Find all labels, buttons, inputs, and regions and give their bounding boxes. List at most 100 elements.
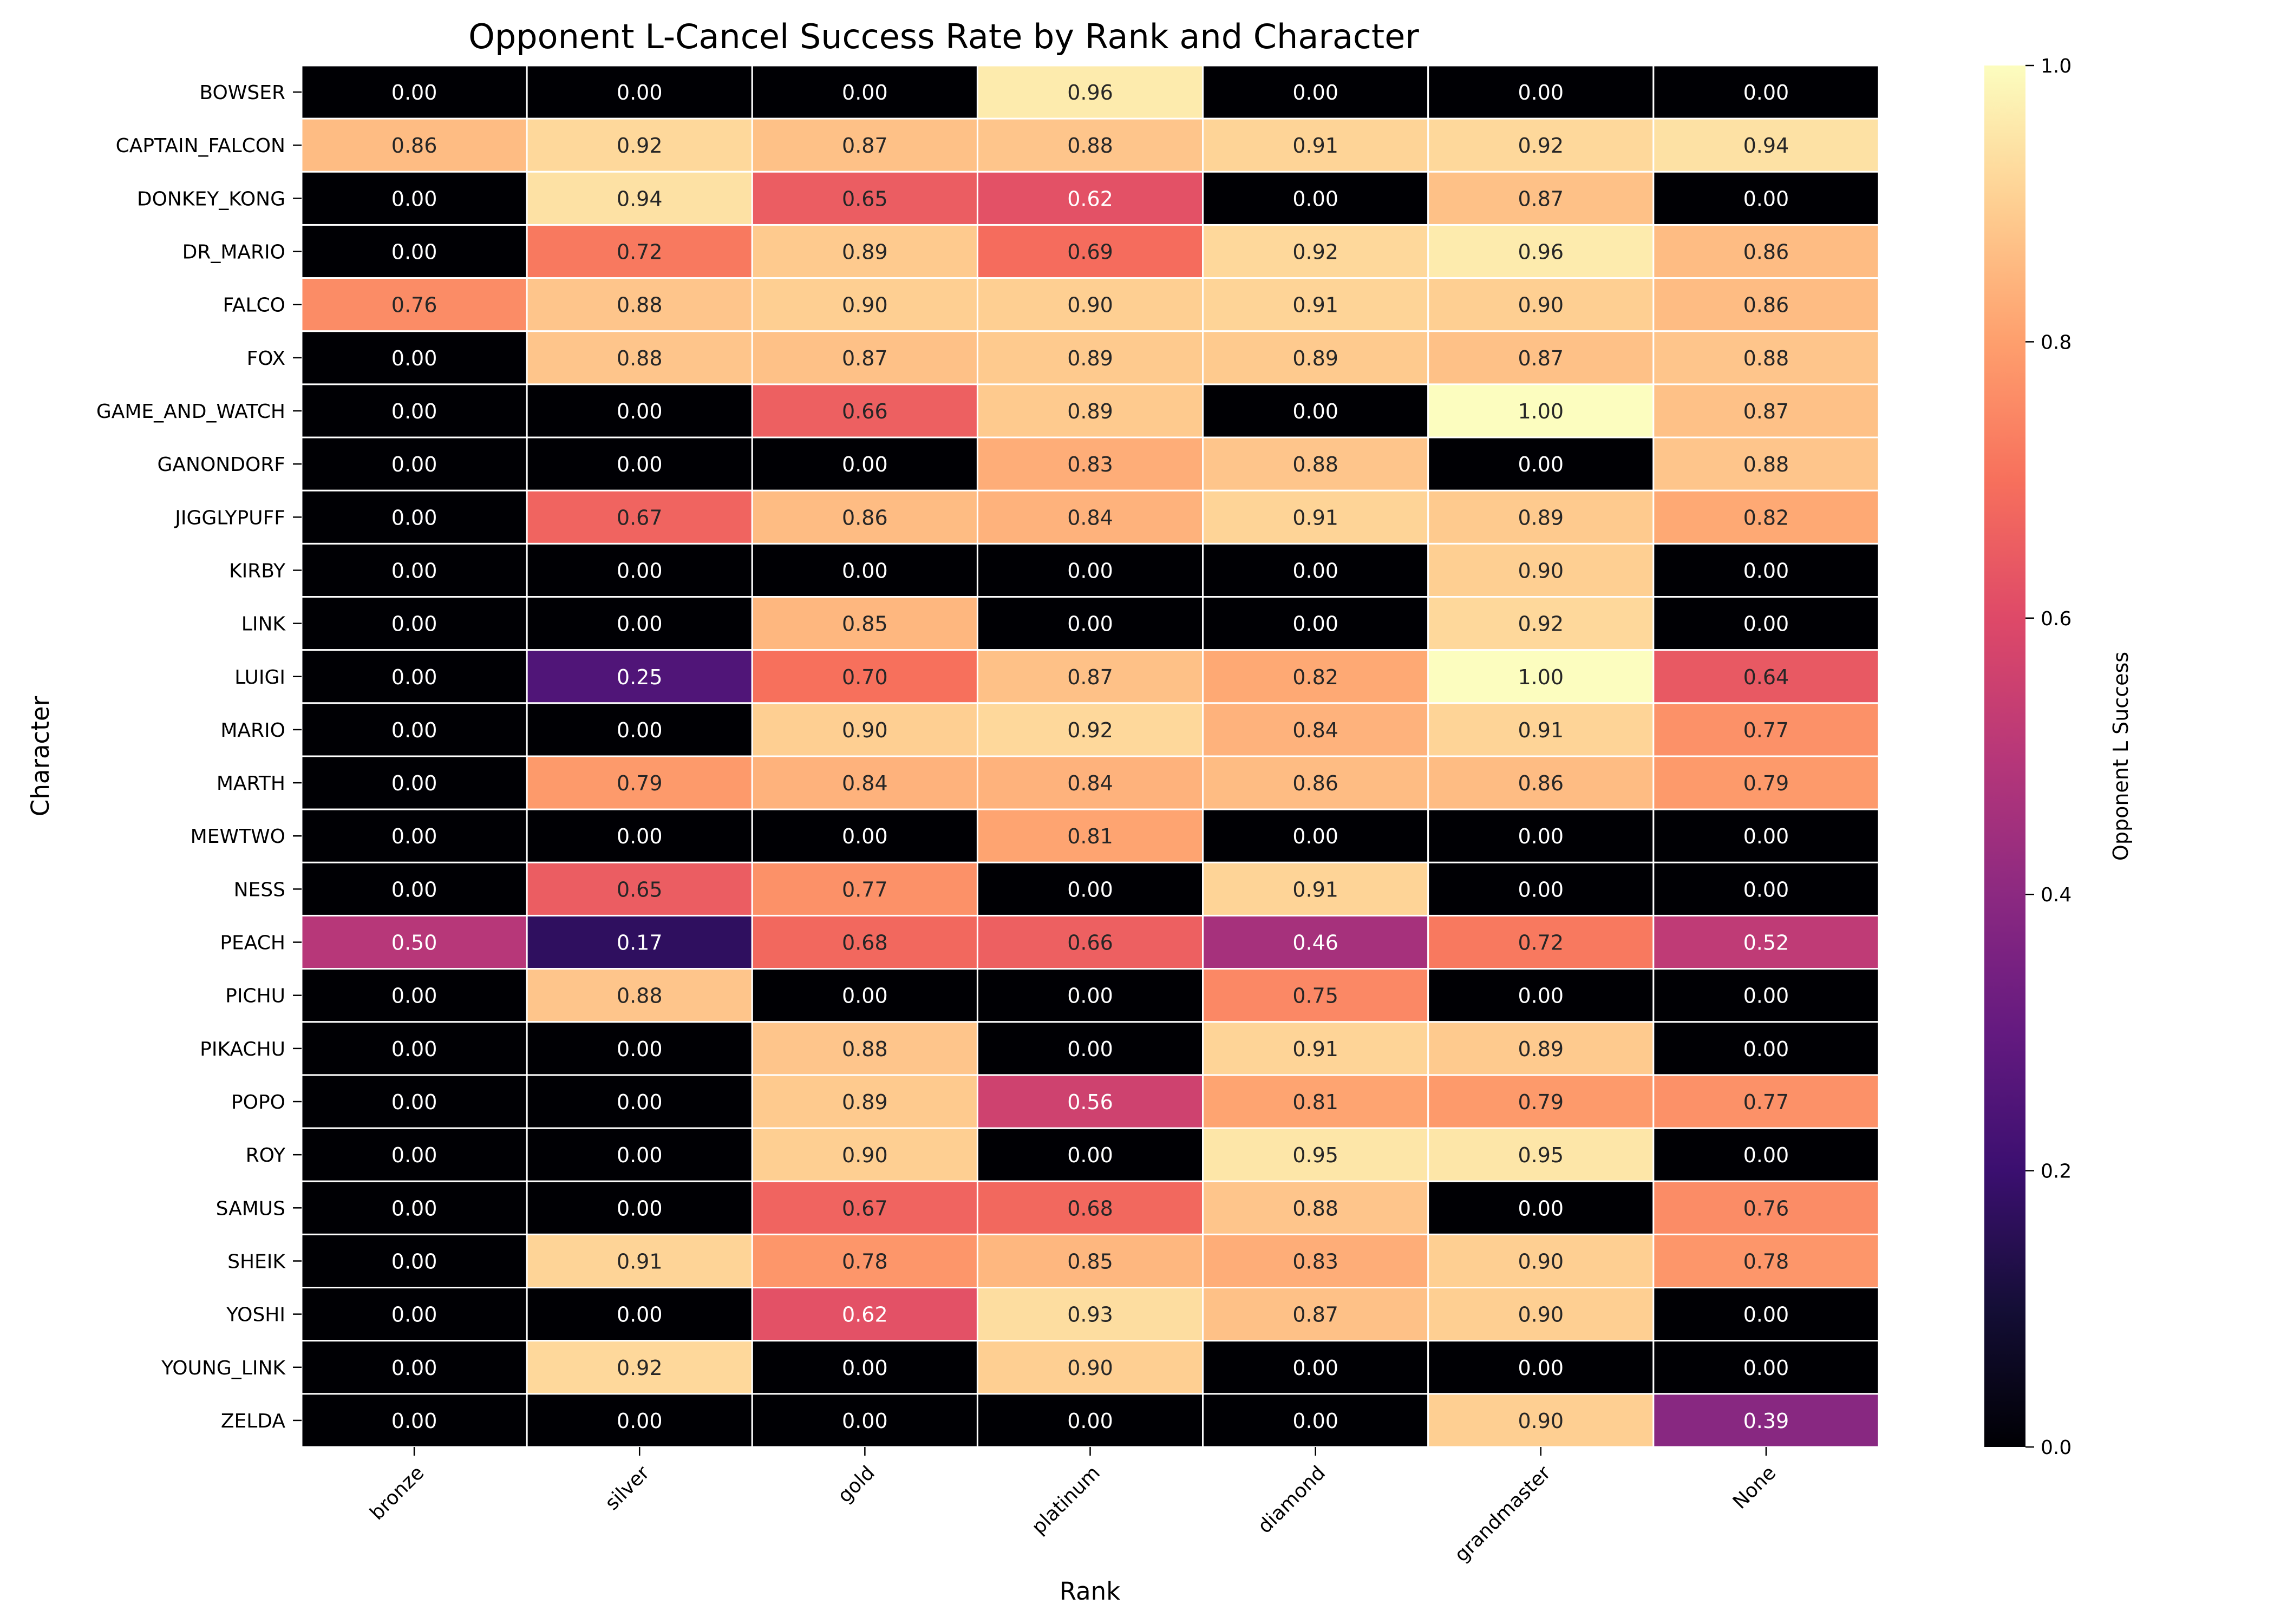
cell-value-label: 1.00 <box>1518 400 1564 423</box>
heatmap-cell <box>1202 171 1429 226</box>
colorbar-tick-label: 0.6 <box>2041 608 2072 630</box>
colorbar-tick-label: 1.0 <box>2041 55 2072 77</box>
heatmap-cell <box>751 1127 978 1182</box>
cell-value-label: 0.00 <box>1743 1037 1789 1061</box>
cell-value-label: 1.00 <box>1518 665 1564 689</box>
heatmap-cell <box>1202 755 1429 810</box>
x-tick-label: platinum <box>1028 1462 1105 1538</box>
cell-value-label: 0.89 <box>1067 400 1113 423</box>
cell-value-label: 0.90 <box>1067 293 1113 317</box>
cell-value-label: 0.72 <box>1518 931 1564 955</box>
heatmap-cell <box>300 1287 528 1342</box>
cell-value-label: 0.00 <box>1743 1303 1789 1327</box>
cell-value-label: 0.88 <box>1743 453 1789 476</box>
cell-value-label: 0.00 <box>391 718 437 742</box>
heatmap-cell <box>526 1287 753 1342</box>
cell-value-label: 0.84 <box>842 771 888 795</box>
cell-value-label: 0.79 <box>1518 1090 1564 1114</box>
cell-value-label: 0.85 <box>842 612 888 636</box>
heatmap-cell <box>1202 968 1429 1023</box>
cell-value-label: 0.91 <box>1518 718 1564 742</box>
cell-value-label: 0.00 <box>391 665 437 689</box>
heatmap-cell <box>526 330 753 385</box>
heatmap-cell <box>1202 649 1429 704</box>
heatmap-cell <box>1652 1127 1880 1182</box>
heatmap-cell <box>1652 968 1880 1023</box>
heatmap-cell <box>1202 1340 1429 1395</box>
heatmap-cell <box>526 968 753 1023</box>
heatmap-cell <box>1427 596 1655 651</box>
cell-value-label: 0.00 <box>1292 1409 1338 1433</box>
cell-value-label: 0.89 <box>842 240 888 264</box>
colorbar-tick-label: 0.4 <box>2041 884 2072 906</box>
y-tick-label: SAMUS <box>216 1197 285 1220</box>
y-tick-label: DONKEY_KONG <box>137 188 285 210</box>
cell-value-label: 0.78 <box>1743 1249 1789 1273</box>
cell-value-label: 0.00 <box>1067 612 1113 636</box>
heatmap-cell <box>751 1233 978 1289</box>
cell-value-label: 0.00 <box>1292 400 1338 423</box>
heatmap-cell <box>751 542 978 598</box>
cell-value-label: 0.89 <box>1518 1037 1564 1061</box>
heatmap-cell <box>300 914 528 970</box>
cell-value-label: 0.90 <box>1518 1249 1564 1273</box>
cell-value-label: 0.96 <box>1518 240 1564 264</box>
cell-value-label: 0.87 <box>842 346 888 370</box>
cell-value-label: 0.00 <box>391 240 437 264</box>
heatmap-cell <box>526 1074 753 1129</box>
heatmap-cell <box>751 1021 978 1076</box>
heatmap-cell <box>1652 330 1880 385</box>
x-tick-label: grandmaster <box>1450 1462 1555 1566</box>
x-tick-label: silver <box>601 1462 654 1515</box>
cell-value-label: 0.00 <box>1292 187 1338 211</box>
heatmap-cell <box>300 968 528 1023</box>
heatmap-cell <box>1652 436 1880 492</box>
cell-value-label: 0.00 <box>391 1356 437 1380</box>
cell-value-label: 0.91 <box>1292 293 1338 317</box>
y-tick-label: BOWSER <box>199 82 285 104</box>
cell-value-label: 0.00 <box>1067 984 1113 1008</box>
heatmap-cell <box>300 436 528 492</box>
cell-value-label: 0.00 <box>1518 453 1564 476</box>
heatmap-cell <box>300 383 528 438</box>
y-tick-label: PEACH <box>220 932 285 954</box>
heatmap-cell <box>1202 330 1429 385</box>
cell-value-label: 0.00 <box>617 1037 663 1061</box>
y-tick-label: MARTH <box>217 772 285 795</box>
cell-value-label: 0.00 <box>391 1303 437 1327</box>
heatmap-cell <box>1652 702 1880 757</box>
cell-value-label: 0.00 <box>391 612 437 636</box>
cell-value-label: 0.00 <box>391 1037 437 1061</box>
cell-value-label: 0.90 <box>842 1143 888 1167</box>
cell-value-label: 0.90 <box>1067 1356 1113 1380</box>
y-tick-label: POPO <box>231 1091 285 1114</box>
heatmap-cell <box>1202 1287 1429 1342</box>
cell-value-label: 0.50 <box>391 931 437 955</box>
heatmap-cell <box>1202 117 1429 173</box>
cell-value-label: 0.00 <box>1743 1356 1789 1380</box>
heatmap-cell <box>751 1287 978 1342</box>
heatmap-cell <box>1652 596 1880 651</box>
heatmap-cell <box>1202 1074 1429 1129</box>
y-axis-label: Character <box>26 696 55 816</box>
heatmap-cell <box>751 277 978 332</box>
cell-value-label: 0.00 <box>1518 1196 1564 1220</box>
heatmap-cell <box>526 1180 753 1235</box>
cell-value-label: 0.92 <box>617 134 663 158</box>
cell-value-label: 0.91 <box>1292 1037 1338 1061</box>
heatmap-cell <box>976 596 1204 651</box>
cell-value-label: 0.00 <box>1518 878 1564 901</box>
heatmap-cells: 0.00 0.00 0.00 0.96 0.00 0.00 0.00 0.86 0.92 0.87… <box>300 64 1880 1448</box>
heatmap-cell <box>1427 224 1655 279</box>
heatmap-cell <box>526 1021 753 1076</box>
heatmap-cell <box>1652 1340 1880 1395</box>
cell-value-label: 0.00 <box>1743 612 1789 636</box>
cell-value-label: 0.91 <box>1292 878 1338 901</box>
cell-value-label: 0.91 <box>1292 506 1338 529</box>
cell-value-label: 0.00 <box>391 1409 437 1433</box>
heatmap-cell <box>976 383 1204 438</box>
cell-value-label: 0.00 <box>842 1409 888 1433</box>
cell-value-label: 0.00 <box>1067 1037 1113 1061</box>
heatmap-cell <box>300 542 528 598</box>
